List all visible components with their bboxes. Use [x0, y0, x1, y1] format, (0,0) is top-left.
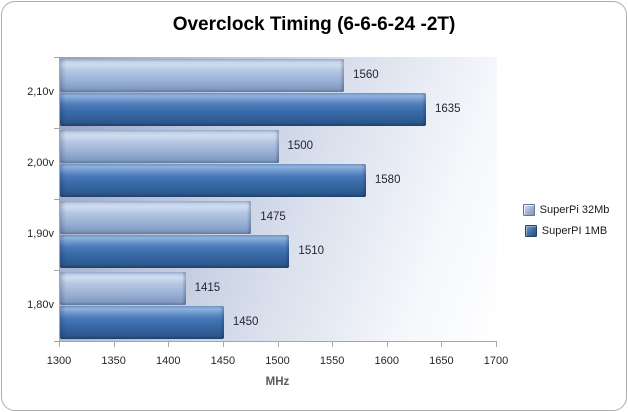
x-tick-mark: [222, 342, 224, 347]
bar-value-label: 1635: [434, 103, 461, 115]
x-axis-title: MHz: [265, 376, 290, 388]
bar-value-label: 1560: [353, 69, 379, 81]
x-tick-label: 1400: [156, 355, 181, 367]
legend-label: SuperPI 1MB: [541, 225, 608, 237]
x-tick-label: 1600: [374, 355, 399, 367]
legend-swatch-icon: [524, 225, 537, 237]
x-tick-label: 1500: [265, 355, 290, 367]
y-tick-mark: [54, 270, 59, 271]
bar-value-label: 1415: [194, 282, 221, 294]
bar-superpi1mb-2,00v: [60, 164, 366, 197]
bar-superpi32mb-1,80v: [60, 272, 186, 305]
y-tick-mark: [54, 341, 59, 342]
bar-value-label: 1500: [287, 140, 314, 152]
y-tick-label: 1,90v: [27, 227, 54, 240]
bar-value-label: 1580: [374, 174, 401, 186]
bar-superpi1mb-1,90v: [60, 235, 290, 268]
y-tick-mark: [54, 199, 59, 200]
legend-swatch-icon: [522, 204, 535, 216]
x-tick-label: 1550: [319, 355, 345, 367]
bar-value-label: 1510: [298, 245, 325, 257]
bar-superpi32mb-2,00v: [60, 130, 279, 163]
legend: SuperPi 32Mb SuperPI 1MB: [508, 204, 624, 237]
y-tick-label: 1,80v: [27, 298, 54, 311]
chart-title: Overclock Timing (6-6-6-24 -2T): [172, 14, 456, 35]
x-tick-label: 1700: [483, 355, 509, 367]
x-tick-mark: [386, 342, 388, 347]
x-tick-label: 1350: [101, 355, 126, 367]
legend-label: SuperPi 32Mb: [539, 204, 610, 216]
y-tick-label: 2,10v: [27, 85, 54, 98]
bar-value-label: 1475: [260, 211, 286, 223]
bar-value-label: 1450: [232, 316, 259, 328]
x-tick-mark: [332, 342, 334, 347]
x-tick-label: 1650: [429, 355, 454, 367]
x-tick-mark: [59, 342, 60, 347]
x-tick-mark: [168, 342, 170, 347]
bar-superpi32mb-2,10v: [60, 59, 345, 92]
x-tick-mark: [496, 342, 497, 347]
bar-superpi32mb-1,90v: [60, 201, 252, 234]
legend-item-superpi32mb: SuperPi 32Mb: [522, 204, 610, 216]
x-tick-mark: [277, 342, 279, 347]
y-tick-mark: [54, 128, 59, 129]
bar-superpi1mb-1,80v: [60, 306, 224, 339]
plot-area: 1560 1635 1500 1580 1475 1510 1415 1450: [59, 57, 497, 342]
legend-item-superpi1mb: SuperPI 1MB: [524, 225, 608, 237]
y-tick-label: 2,00v: [27, 156, 54, 169]
x-tick-mark: [441, 342, 443, 347]
x-tick-label: 1300: [46, 355, 72, 367]
bar-superpi1mb-2,10v: [60, 93, 426, 126]
x-tick-mark: [113, 342, 115, 347]
x-tick-label: 1450: [210, 355, 236, 367]
y-tick-mark: [54, 57, 59, 58]
